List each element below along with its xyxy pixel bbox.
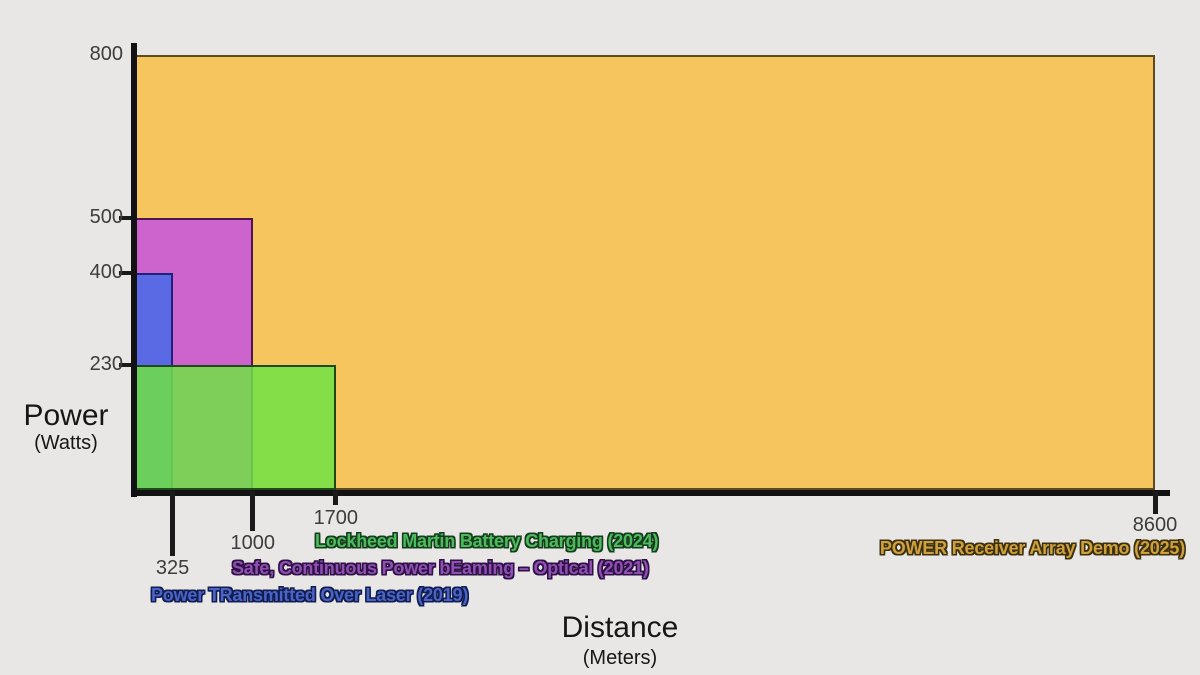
x-tick-label-325: 325 bbox=[155, 557, 190, 579]
y-tick-230 bbox=[119, 362, 131, 367]
x-tick-label-1700: 1700 bbox=[313, 507, 359, 529]
y-tick-400 bbox=[119, 270, 131, 275]
label-lockheed-battery-2024: Lockheed Martin Battery Charging (2024) bbox=[315, 531, 659, 551]
x-tick-label-1000: 1000 bbox=[230, 532, 275, 554]
x-tick-label-8600: 8600 bbox=[1132, 514, 1178, 536]
x-axis-title: Distance bbox=[561, 611, 679, 644]
rect-lockheed-battery-2024 bbox=[134, 364, 336, 490]
x-tick-325 bbox=[170, 491, 176, 556]
x-axis-title-units: (Meters) bbox=[582, 647, 658, 669]
y-tick-label-500: 500 bbox=[89, 206, 123, 229]
label-power-receiver-2025: POWER Receiver Array Demo (2025) bbox=[879, 538, 1185, 558]
y-tick-label-230: 230 bbox=[89, 352, 123, 375]
y-tick-label-800: 800 bbox=[89, 43, 123, 65]
x-axis-line bbox=[131, 490, 1170, 496]
y-axis-line bbox=[131, 43, 137, 497]
x-tick-1700 bbox=[333, 491, 339, 505]
y-tick-500 bbox=[119, 216, 131, 221]
y-axis-title: Power bbox=[23, 399, 109, 432]
y-axis-title-units: (Watts) bbox=[34, 432, 98, 454]
x-tick-1000 bbox=[250, 491, 256, 531]
label-scope-optical-2021: Safe, Continuous Power bEaming – Optical… bbox=[232, 558, 649, 578]
label-ptrol-2019: Power TRansmitted Over Laser (2019) bbox=[151, 585, 469, 605]
x-tick-8600 bbox=[1152, 491, 1158, 514]
y-tick-label-400: 400 bbox=[89, 260, 123, 283]
